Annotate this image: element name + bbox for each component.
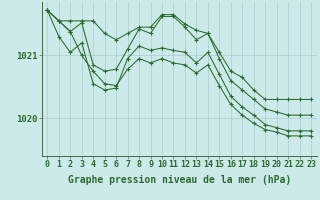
X-axis label: Graphe pression niveau de la mer (hPa): Graphe pression niveau de la mer (hPa) [68, 175, 291, 185]
